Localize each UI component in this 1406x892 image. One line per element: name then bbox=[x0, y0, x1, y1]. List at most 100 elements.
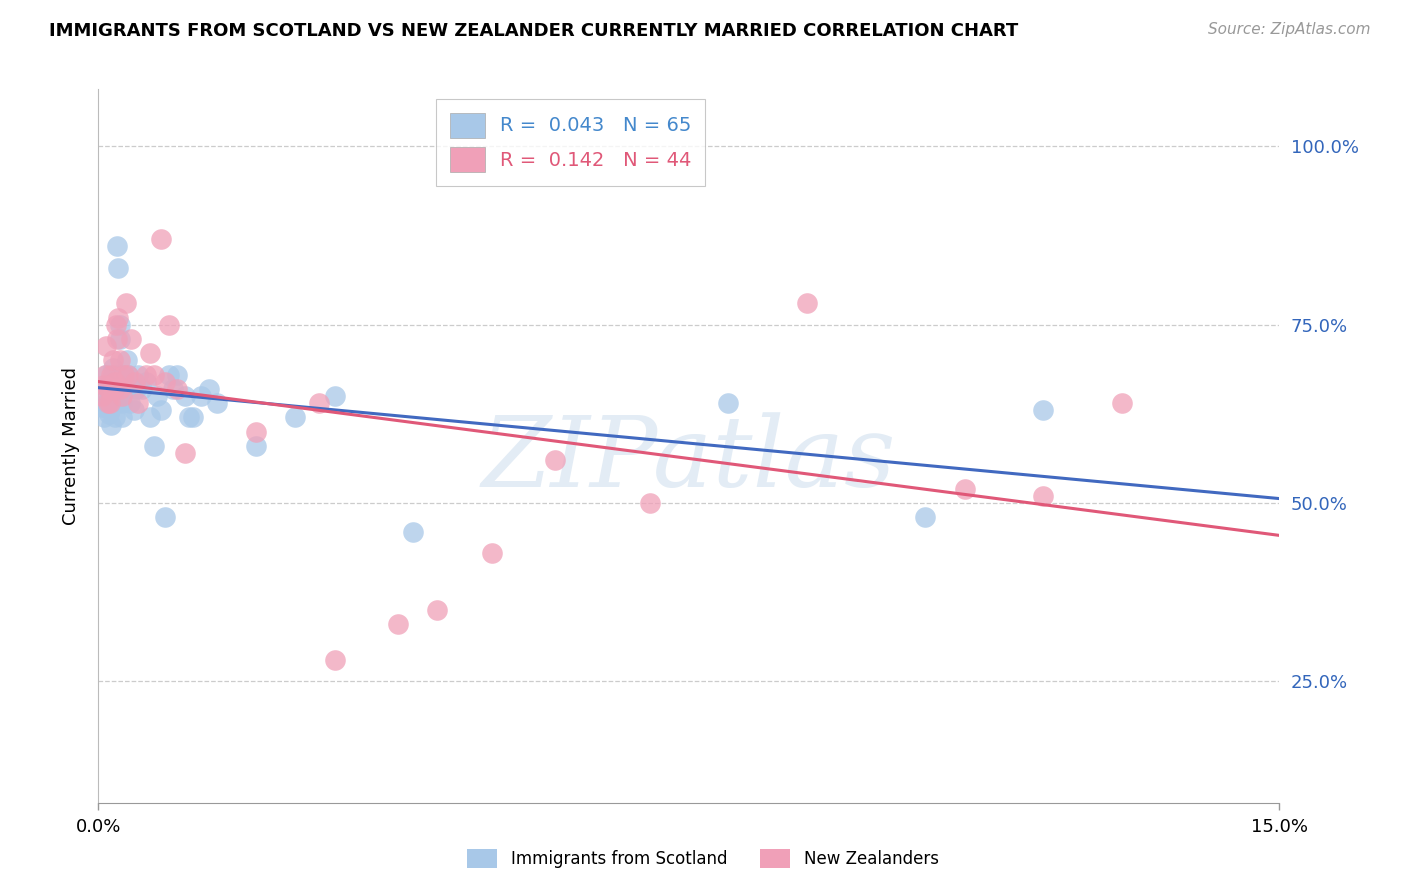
Point bbox=[98, 375, 121, 389]
Point bbox=[387, 617, 409, 632]
Point bbox=[101, 378, 124, 392]
Point bbox=[157, 318, 180, 332]
Point bbox=[115, 382, 138, 396]
Point bbox=[426, 603, 449, 617]
Text: ZIPatlas: ZIPatlas bbox=[482, 413, 896, 508]
Point bbox=[100, 368, 122, 382]
Point bbox=[245, 425, 267, 439]
Point bbox=[114, 375, 136, 389]
Point bbox=[155, 375, 177, 389]
Point bbox=[104, 396, 127, 410]
Point bbox=[110, 332, 132, 346]
Point bbox=[953, 482, 976, 496]
Point bbox=[100, 417, 122, 432]
Point bbox=[112, 368, 135, 382]
Point bbox=[98, 396, 121, 410]
Point bbox=[284, 410, 307, 425]
Point bbox=[105, 389, 128, 403]
Point bbox=[150, 403, 173, 417]
Point bbox=[190, 389, 212, 403]
Point bbox=[174, 389, 197, 403]
Point bbox=[97, 382, 120, 396]
Point bbox=[127, 368, 149, 382]
Point bbox=[544, 453, 567, 467]
Point bbox=[101, 385, 124, 400]
Point bbox=[96, 396, 118, 410]
Point bbox=[177, 410, 200, 425]
Point bbox=[97, 407, 120, 421]
Point bbox=[1032, 403, 1054, 417]
Point bbox=[115, 296, 138, 310]
Point bbox=[98, 389, 121, 403]
Point bbox=[112, 368, 135, 382]
Point bbox=[101, 368, 124, 382]
Legend: Immigrants from Scotland, New Zealanders: Immigrants from Scotland, New Zealanders bbox=[461, 842, 945, 875]
Point bbox=[93, 389, 115, 403]
Point bbox=[98, 382, 121, 396]
Point bbox=[162, 382, 184, 396]
Point bbox=[146, 389, 169, 403]
Point bbox=[157, 368, 180, 382]
Point bbox=[111, 389, 134, 403]
Point bbox=[104, 382, 127, 396]
Point bbox=[103, 360, 125, 375]
Point bbox=[117, 368, 139, 382]
Point bbox=[105, 239, 128, 253]
Point bbox=[115, 353, 138, 368]
Point bbox=[111, 410, 134, 425]
Point bbox=[110, 353, 132, 368]
Point bbox=[1032, 489, 1054, 503]
Point bbox=[118, 396, 141, 410]
Point bbox=[97, 396, 120, 410]
Point bbox=[323, 389, 346, 403]
Point bbox=[112, 382, 135, 396]
Point bbox=[105, 332, 128, 346]
Point bbox=[308, 396, 330, 410]
Point bbox=[121, 375, 143, 389]
Point bbox=[135, 375, 157, 389]
Point bbox=[138, 410, 160, 425]
Point bbox=[122, 403, 145, 417]
Point bbox=[117, 368, 139, 382]
Point bbox=[93, 410, 115, 425]
Point bbox=[481, 546, 503, 560]
Point bbox=[142, 368, 165, 382]
Point bbox=[166, 382, 188, 396]
Point bbox=[107, 389, 129, 403]
Point bbox=[150, 232, 173, 246]
Point bbox=[107, 260, 129, 275]
Point bbox=[91, 400, 114, 414]
Point bbox=[103, 375, 125, 389]
Point bbox=[125, 382, 148, 396]
Point bbox=[104, 318, 127, 332]
Point bbox=[402, 524, 425, 539]
Point bbox=[105, 375, 128, 389]
Point bbox=[205, 396, 228, 410]
Point bbox=[111, 396, 134, 410]
Point bbox=[1111, 396, 1133, 410]
Point bbox=[121, 332, 143, 346]
Point bbox=[245, 439, 267, 453]
Point bbox=[98, 403, 121, 417]
Point bbox=[323, 653, 346, 667]
Point bbox=[135, 368, 157, 382]
Legend: R =  0.043   N = 65, R =  0.142   N = 44: R = 0.043 N = 65, R = 0.142 N = 44 bbox=[436, 99, 706, 186]
Point bbox=[166, 368, 188, 382]
Point bbox=[93, 378, 115, 392]
Point bbox=[181, 410, 204, 425]
Point bbox=[638, 496, 661, 510]
Point bbox=[717, 396, 740, 410]
Text: Source: ZipAtlas.com: Source: ZipAtlas.com bbox=[1208, 22, 1371, 37]
Point bbox=[108, 368, 131, 382]
Y-axis label: Currently Married: Currently Married bbox=[62, 367, 80, 525]
Text: IMMIGRANTS FROM SCOTLAND VS NEW ZEALANDER CURRENTLY MARRIED CORRELATION CHART: IMMIGRANTS FROM SCOTLAND VS NEW ZEALANDE… bbox=[49, 22, 1018, 40]
Point bbox=[108, 382, 131, 396]
Point bbox=[110, 368, 132, 382]
Point bbox=[103, 382, 125, 396]
Point bbox=[101, 382, 124, 396]
Point bbox=[131, 382, 153, 396]
Point bbox=[104, 375, 127, 389]
Point bbox=[104, 410, 127, 425]
Point bbox=[96, 368, 118, 382]
Point bbox=[914, 510, 936, 524]
